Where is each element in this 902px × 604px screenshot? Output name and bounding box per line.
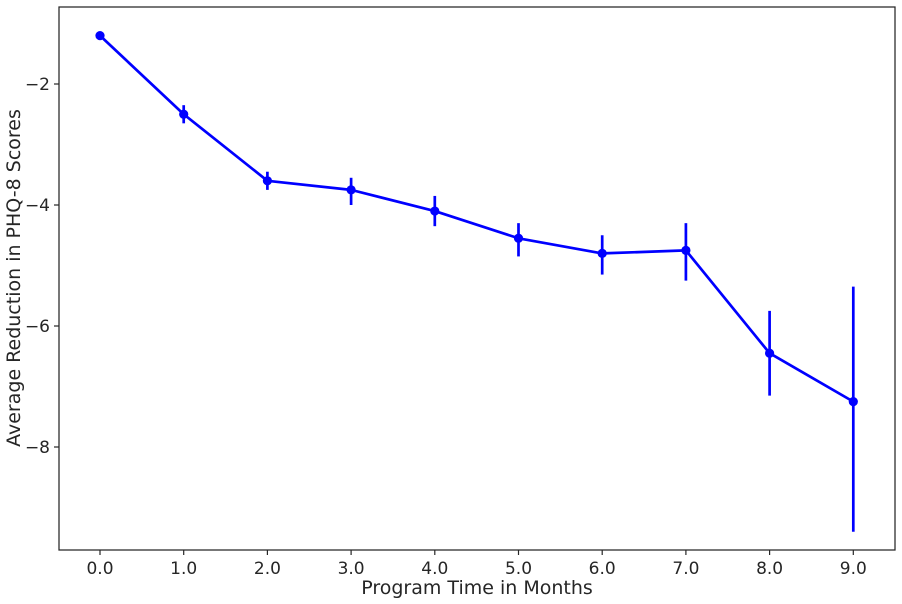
x-tick-label: 7.0: [672, 559, 699, 579]
x-tick-label: 9.0: [840, 559, 867, 579]
y-axis-label: Average Reduction in PHQ-8 Scores: [3, 109, 25, 447]
data-point: [597, 248, 607, 258]
x-tick-label: 5.0: [505, 559, 532, 579]
data-point: [430, 206, 440, 216]
x-tick-label: 0.0: [86, 559, 113, 579]
data-point: [262, 176, 272, 186]
data-point: [179, 109, 189, 119]
data-point: [765, 348, 775, 358]
x-tick-label: 6.0: [589, 559, 616, 579]
y-tick-label: −6: [25, 317, 50, 337]
plot-area: [58, 6, 896, 551]
y-axis-ticks: −2 −4 −6 −8: [25, 75, 59, 458]
y-tick-label: −4: [25, 196, 50, 216]
x-tick-label: 3.0: [338, 559, 365, 579]
x-tick-label: 1.0: [170, 559, 197, 579]
data-point: [346, 185, 356, 195]
y-tick-label: −8: [25, 438, 50, 458]
data-point: [513, 233, 524, 243]
data-point: [95, 30, 105, 41]
data-points: [95, 30, 858, 407]
data-point: [681, 245, 691, 255]
x-tick-label: 8.0: [756, 559, 783, 579]
x-axis-label: Program Time in Months: [361, 577, 593, 599]
y-tick-label: −2: [25, 75, 50, 95]
data-point: [848, 397, 858, 407]
series-line: [99, 34, 854, 403]
x-tick-label: 4.0: [421, 559, 448, 579]
x-axis-ticks: 0.0 1.0 2.0 3.0 4.0 5.0 6.0 7.0 8.0 9.0: [86, 550, 867, 579]
x-tick-label: 2.0: [254, 559, 281, 579]
